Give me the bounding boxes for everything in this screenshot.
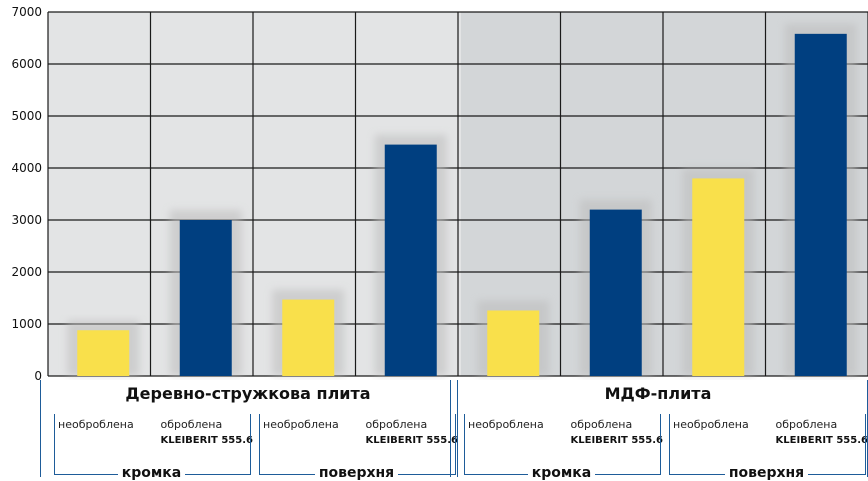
bar-label: оброблена [570, 418, 633, 431]
y-tick-label: 2000 [11, 265, 42, 279]
bar-label: необроблена [263, 418, 339, 431]
bar-treated [384, 144, 437, 376]
bar-label: оброблена [775, 418, 838, 431]
group-title: Деревно-стружкова плита [125, 384, 371, 403]
bar-chart: 0 1000 2000 3000 4000 5000 6000 7000 [11, 5, 868, 380]
bar-untreated [282, 299, 335, 376]
y-tick-label: 5000 [11, 109, 42, 123]
y-tick-label: 6000 [11, 57, 42, 71]
bar-label: оброблена [160, 418, 223, 431]
bar-label: оброблена [365, 418, 428, 431]
y-tick-label: 7000 [11, 5, 42, 19]
y-tick-label: 3000 [11, 213, 42, 227]
bar-treated [589, 209, 642, 376]
bar-untreated [77, 330, 130, 376]
bar-label-brand: KLEIBERIT 555.6 [365, 435, 458, 446]
y-tick-label: 1000 [11, 317, 42, 331]
group-bracket [40, 380, 458, 477]
bar-untreated [692, 178, 745, 376]
y-tick-label: 4000 [11, 161, 42, 175]
bar-label: необроблена [673, 418, 749, 431]
group-title: МДФ-плита [604, 384, 712, 403]
bar-treated [179, 220, 232, 376]
y-tick-label: 0 [34, 369, 42, 380]
bar-untreated [487, 310, 540, 376]
bar-label-brand: KLEIBERIT 555.6 [160, 435, 253, 446]
bar-label: необроблена [58, 418, 134, 431]
bar-label-brand: KLEIBERIT 555.6 [570, 435, 663, 446]
bar-label: необроблена [468, 418, 544, 431]
bar-label-brand: KLEIBERIT 555.6 [775, 435, 868, 446]
bar-treated [794, 33, 847, 377]
